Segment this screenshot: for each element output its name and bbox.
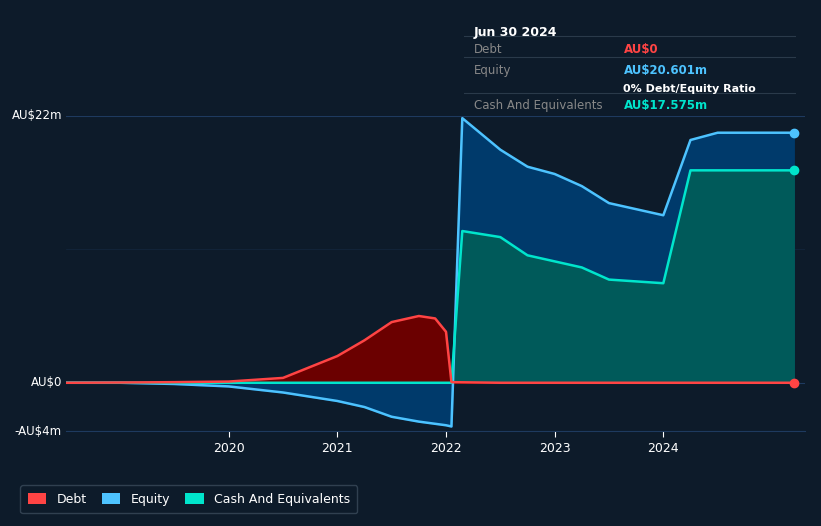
Text: Cash And Equivalents: Cash And Equivalents [474,99,603,113]
Text: 0% Debt/Equity Ratio: 0% Debt/Equity Ratio [623,84,756,94]
Text: AU$0: AU$0 [30,376,62,389]
Text: AU$0: AU$0 [623,43,658,56]
Text: AU$22m: AU$22m [11,109,62,122]
Text: Equity: Equity [474,64,511,77]
Text: AU$17.575m: AU$17.575m [623,99,708,113]
Text: Jun 30 2024: Jun 30 2024 [474,26,557,39]
Text: -AU$4m: -AU$4m [15,425,62,438]
Legend: Debt, Equity, Cash And Equivalents: Debt, Equity, Cash And Equivalents [21,485,357,513]
Text: AU$20.601m: AU$20.601m [623,64,708,77]
Text: Debt: Debt [474,43,502,56]
